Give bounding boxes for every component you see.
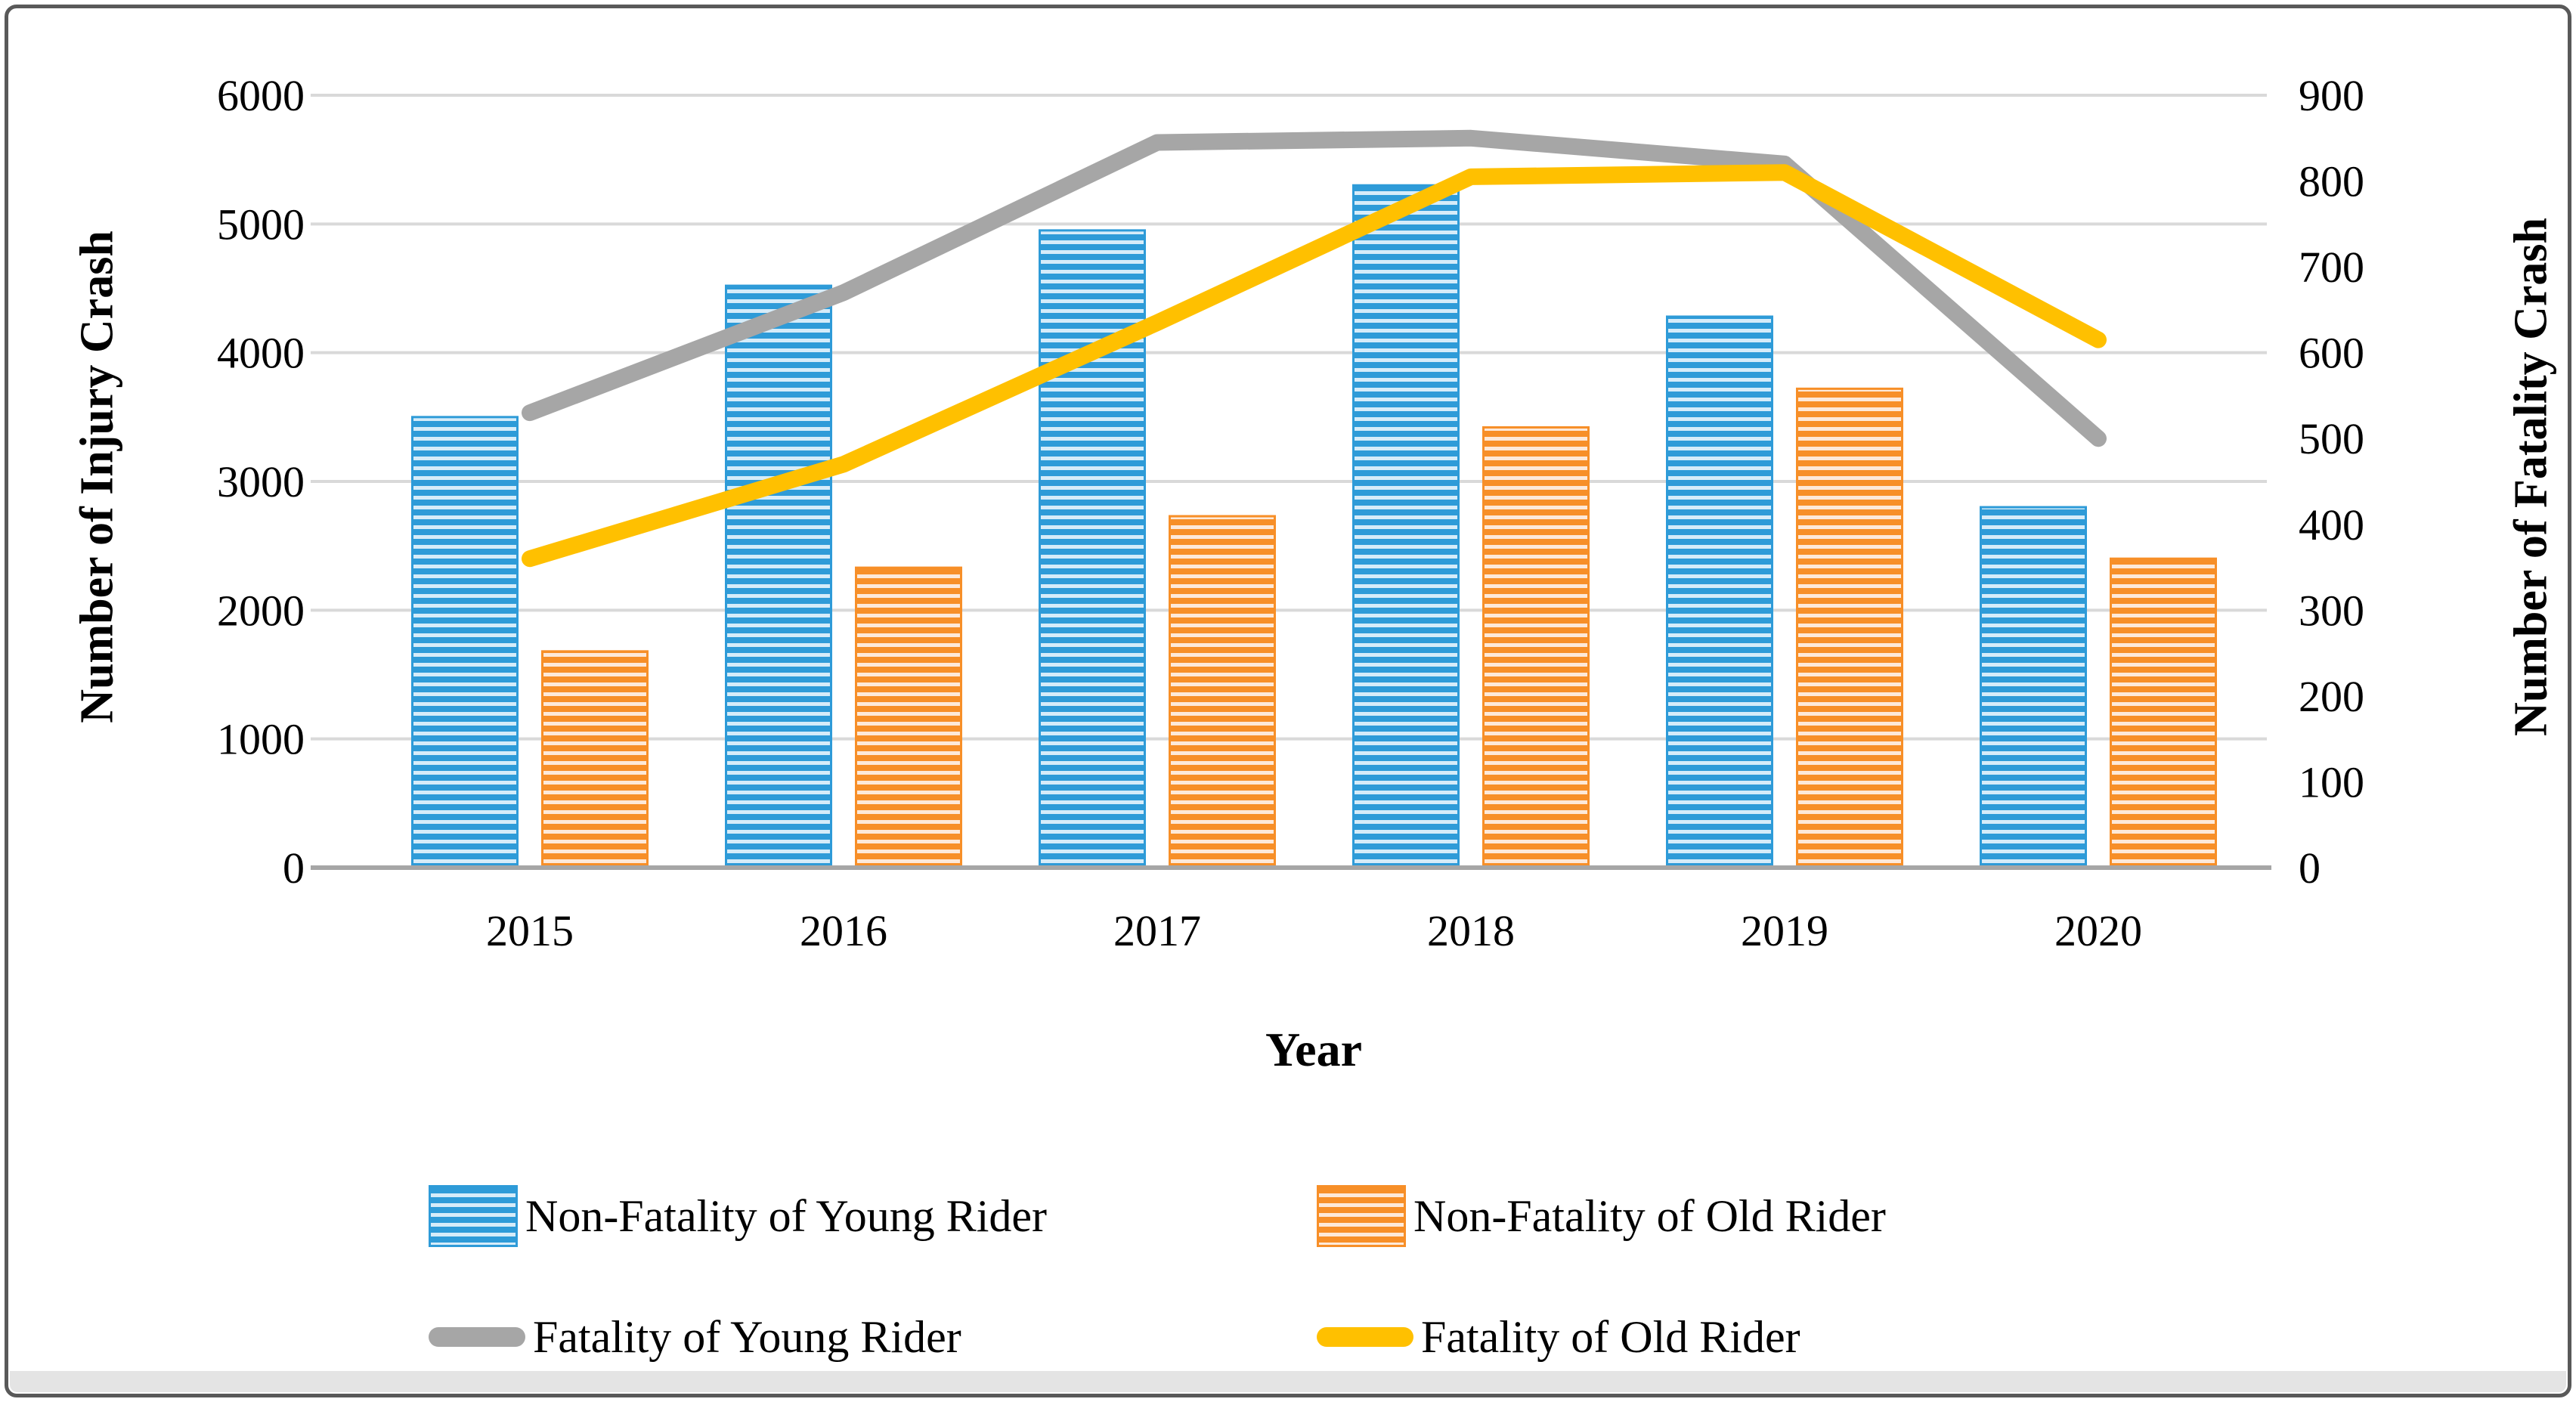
right-tick-label-100: 100 [2299, 757, 2364, 806]
right-tick-label-400: 400 [2299, 500, 2364, 549]
legend-label-non-fatality-old: Non-Fatality of Old Rider [1413, 1191, 1886, 1241]
bar-non-fatality-of-old-rider-2020 [2110, 557, 2217, 869]
right-tick-label-200: 200 [2299, 672, 2364, 721]
x-tick-label-2017: 2017 [1113, 906, 1201, 955]
bar-non-fatality-of-young-rider-2019 [1666, 315, 1773, 869]
legend-swatch-fatality-young-icon [429, 1327, 525, 1347]
legend-swatch-fatality-old-icon [1317, 1327, 1413, 1347]
right-tick-label-600: 600 [2299, 329, 2364, 378]
legend-label-fatality-old: Fatality of Old Rider [1421, 1312, 1800, 1362]
bar-non-fatality-of-young-rider-2016 [725, 284, 832, 869]
legend-label-non-fatality-young: Non-Fatality of Young Rider [525, 1191, 1047, 1241]
x-tick-label-2018: 2018 [1427, 906, 1515, 955]
left-tick-label-6000: 6000 [217, 71, 305, 120]
legend-swatch-non-fatality-old-icon [1317, 1185, 1406, 1247]
left-tick-label-1000: 1000 [217, 715, 305, 764]
bar-non-fatality-of-old-rider-2019 [1796, 387, 1903, 869]
left-tick-label-4000: 4000 [217, 329, 305, 378]
x-axis-title: Year [1265, 1023, 1362, 1076]
left-tick-label-2000: 2000 [217, 586, 305, 635]
bar-non-fatality-of-old-rider-2016 [855, 566, 962, 869]
left-tick-label-3000: 3000 [217, 457, 305, 506]
bar-non-fatality-of-old-rider-2018 [1482, 426, 1590, 869]
left-tick-label-5000: 5000 [217, 200, 305, 249]
chart-figure: 6000 5000 4000 3000 2000 1000 0 900 800 700 600 500… [5, 5, 2571, 1397]
bar-non-fatality-of-young-rider-2015 [411, 416, 519, 869]
x-tick-label-2015: 2015 [486, 906, 574, 955]
x-tick-label-2016: 2016 [800, 906, 887, 955]
bar-non-fatality-of-old-rider-2017 [1169, 515, 1276, 869]
bar-non-fatality-of-young-rider-2020 [1980, 506, 2087, 869]
right-tick-label-0: 0 [2299, 843, 2321, 893]
bar-non-fatality-of-old-rider-2015 [541, 650, 649, 869]
combo-chart-canvas: 6000500040003000200010000900800700600500… [217, 71, 2364, 955]
right-tick-label-700: 700 [2299, 243, 2364, 292]
left-tick-label-0: 0 [283, 843, 305, 893]
right-tick-label-500: 500 [2299, 414, 2364, 463]
legend-swatch-non-fatality-young-icon [429, 1185, 518, 1247]
right-tick-label-300: 300 [2299, 586, 2364, 635]
x-tick-label-2020: 2020 [2054, 906, 2142, 955]
legend-item-fatality-of-old-rider: Fatality of Old Rider [1317, 1302, 1800, 1372]
bar-non-fatality-of-young-rider-2018 [1352, 184, 1460, 869]
legend-item-non-fatality-of-young-rider: Non-Fatality of Young Rider [429, 1181, 1047, 1251]
legend-item-fatality-of-young-rider: Fatality of Young Rider [429, 1302, 961, 1372]
right-tick-label-800: 800 [2299, 157, 2364, 206]
x-tick-label-2019: 2019 [1741, 906, 1828, 955]
left-axis-title: Number of Injury Crash [71, 231, 123, 723]
right-axis-title: Number of Fatality Crash [2505, 218, 2557, 736]
legend-item-non-fatality-of-old-rider: Non-Fatality of Old Rider [1317, 1181, 1886, 1251]
legend-label-fatality-young: Fatality of Young Rider [533, 1312, 961, 1362]
line-fatality-of-old-rider [522, 164, 2107, 568]
bar-non-fatality-of-young-rider-2017 [1039, 229, 1146, 869]
right-tick-label-900: 900 [2299, 71, 2364, 120]
figure-bottom-strip [10, 1371, 2566, 1392]
